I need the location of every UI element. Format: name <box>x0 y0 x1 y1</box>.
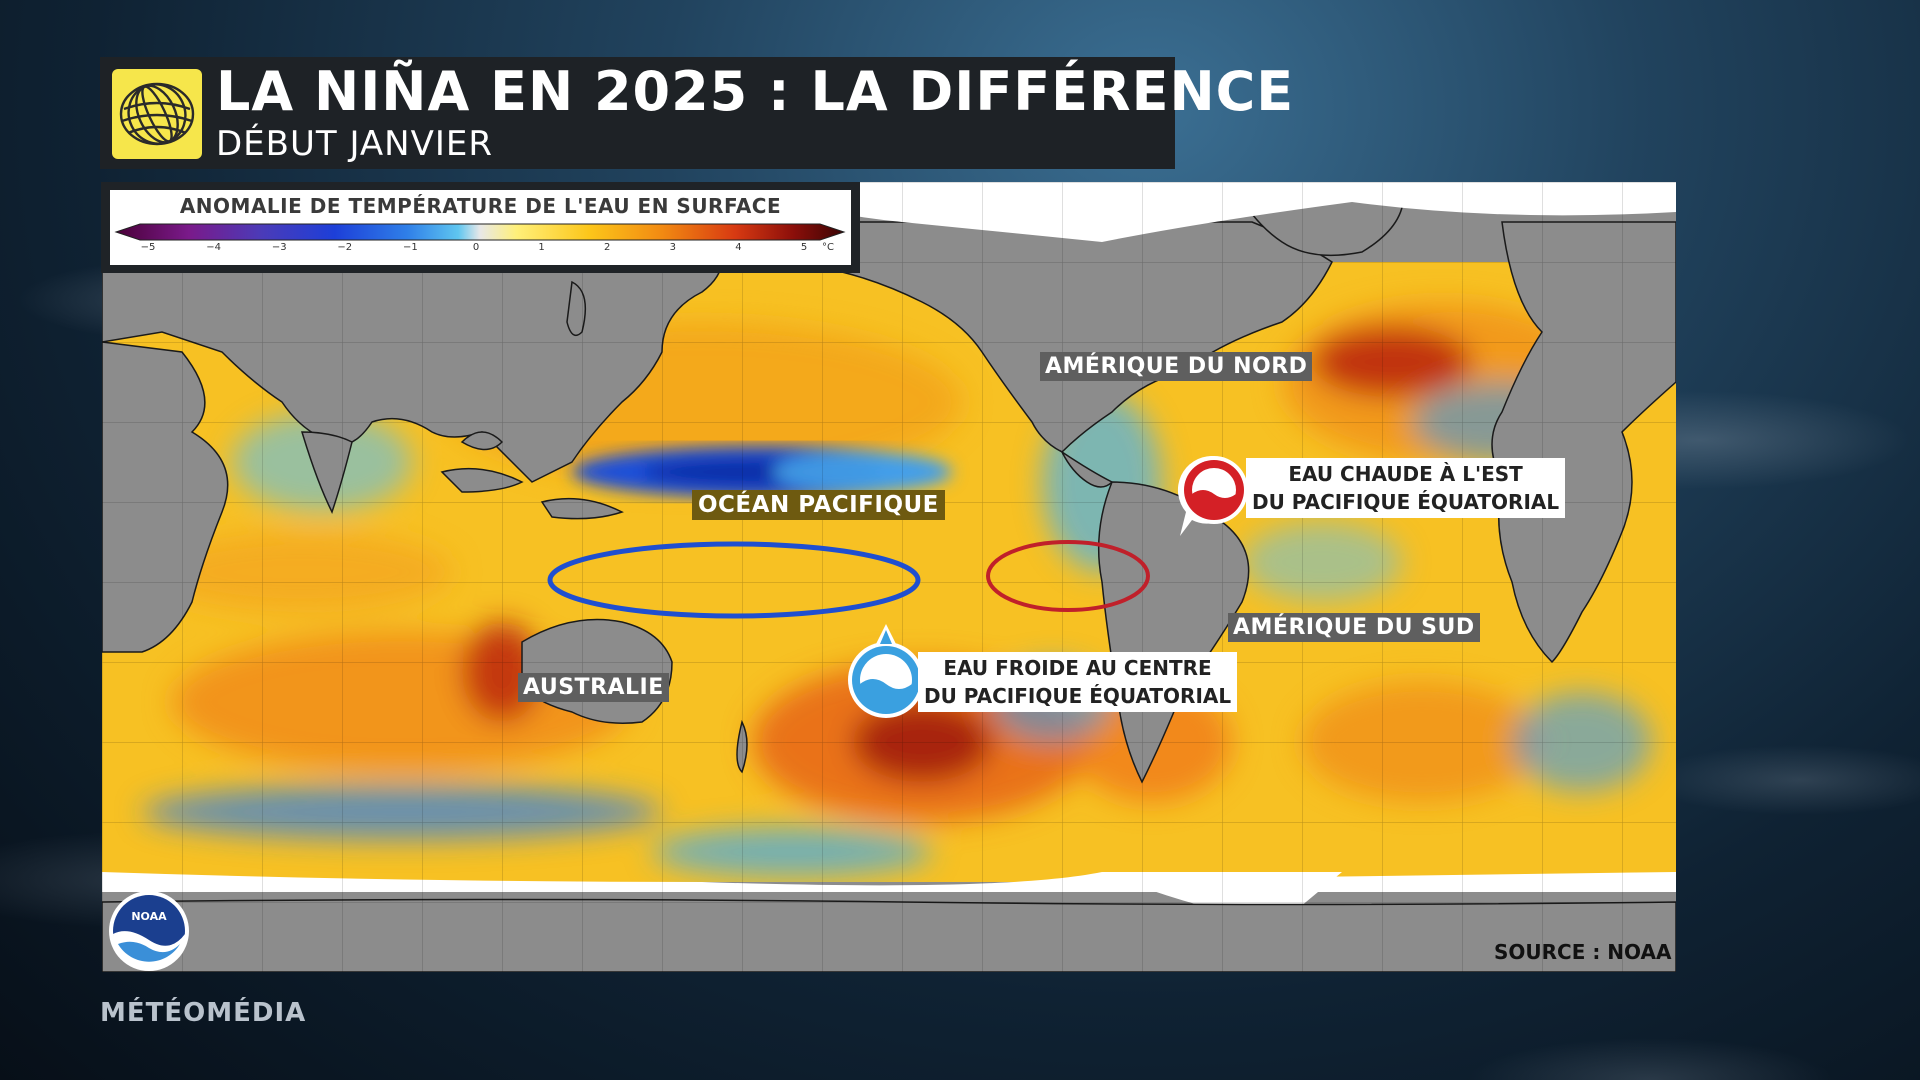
label-south-america: AMÉRIQUE DU SUD <box>1228 613 1480 642</box>
legend-unit: °C <box>822 242 834 253</box>
warm-region-outline <box>986 540 1150 612</box>
color-legend: ANOMALIE DE TEMPÉRATURE DE L'EAU EN SURF… <box>110 190 851 265</box>
legend-tick: 1 <box>538 242 545 253</box>
warm-water-callout: EAU CHAUDE À L'EST DU PACIFIQUE ÉQUATORI… <box>1246 458 1566 518</box>
svg-text:NOAA: NOAA <box>131 910 167 923</box>
title-panel <box>100 57 1175 169</box>
warm-callout-line2: DU PACIFIQUE ÉQUATORIAL <box>1252 490 1560 514</box>
page-title: LA NIÑA EN 2025 : LA DIFFÉRENCE <box>216 60 1295 123</box>
legend-tick: −5 <box>140 242 156 253</box>
cold-callout-line1: EAU FROIDE AU CENTRE <box>943 656 1212 680</box>
noaa-logo: NOAA <box>108 890 190 976</box>
legend-tick: −4 <box>206 242 221 253</box>
page-subtitle: DÉBUT JANVIER <box>216 124 493 164</box>
label-pacific-ocean: OCÉAN PACIFIQUE <box>692 490 945 520</box>
meteomedia-globe-icon <box>112 69 202 159</box>
legend-tick: 5 <box>800 242 808 253</box>
sst-anomaly-map <box>102 182 1676 972</box>
label-australia: AUSTRALIE <box>518 673 669 702</box>
legend-tick: 4 <box>735 242 742 253</box>
legend-tick: −1 <box>403 242 418 253</box>
cold-region-outline <box>547 541 921 619</box>
label-north-america: AMÉRIQUE DU NORD <box>1040 352 1313 381</box>
legend-tick: 3 <box>669 242 676 253</box>
legend-tick: −3 <box>271 242 287 253</box>
cold-callout-line2: DU PACIFIQUE ÉQUATORIAL <box>924 684 1232 708</box>
cold-water-drop-icon <box>846 622 926 722</box>
cold-water-callout: EAU FROIDE AU CENTRE DU PACIFIQUE ÉQUATO… <box>918 652 1238 712</box>
legend-title: ANOMALIE DE TEMPÉRATURE DE L'EAU EN SURF… <box>179 194 782 218</box>
legend-tick: −2 <box>337 242 353 253</box>
legend-tick: 2 <box>604 242 611 253</box>
brand-footer: MÉTÉOMÉDIA <box>100 998 307 1028</box>
source-label: SOURCE : NOAA <box>1494 940 1672 964</box>
warm-callout-line1: EAU CHAUDE À L'EST <box>1288 462 1523 486</box>
warm-water-drop-icon <box>1172 450 1252 542</box>
legend-tick: 0 <box>472 242 480 253</box>
legend-colorbar <box>114 223 846 241</box>
